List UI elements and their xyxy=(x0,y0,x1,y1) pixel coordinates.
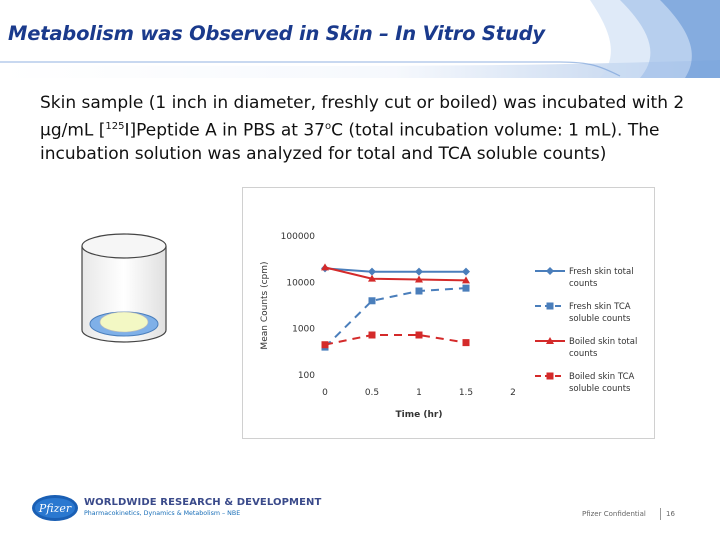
series-line-3 xyxy=(324,334,467,346)
footer-confidential: Pfizer Confidential xyxy=(582,510,646,518)
legend-label-0: Fresh skin total xyxy=(569,267,634,277)
data-point-series-2 xyxy=(321,263,329,271)
x-tick-label: 0 xyxy=(322,388,328,398)
legend-marker-0 xyxy=(546,267,554,275)
chart-frame: 100 1000 10000 100000 0 0.5 1 1.5 2 Time (hr) Mean… xyxy=(242,187,655,439)
legend-label-1: soluble counts xyxy=(569,314,631,324)
body-paragraph: Skin sample (1 inch in diameter, freshly… xyxy=(40,92,710,166)
slide-title: Metabolism was Observed in Skin – In Vit… xyxy=(8,22,545,45)
body-text-part2: I]Peptide A in PBS at 37 xyxy=(124,120,325,141)
x-tick-label: 0.5 xyxy=(365,388,379,398)
series-line-2 xyxy=(324,266,467,282)
legend-label-2: Boiled skin total xyxy=(569,337,637,347)
data-point-series-0 xyxy=(368,267,376,276)
data-point-series-2 xyxy=(462,276,470,284)
beaker-illustration xyxy=(78,232,170,356)
body-text-part3: C (total incubation volume: 1 mL). The i… xyxy=(40,120,660,164)
line-chart: 100 1000 10000 100000 0 0.5 1 1.5 2 Time (hr) Mean… xyxy=(260,232,637,420)
title-swoosh-decoration xyxy=(0,0,720,78)
legend-label-2: counts xyxy=(569,349,598,359)
data-point-series-0 xyxy=(462,267,470,276)
y-axis-title: Mean Counts (cpm) xyxy=(260,261,270,349)
data-point-series-3 xyxy=(321,341,329,349)
legend-label-3: Boiled skin TCA xyxy=(569,372,635,382)
y-tick-label: 100 xyxy=(298,371,315,381)
footer-company: WORLDWIDE RESEARCH & DEVELOPMENT xyxy=(84,497,322,508)
data-point-series-2 xyxy=(368,274,376,282)
legend-label-0: counts xyxy=(569,279,598,289)
title-bar: Metabolism was Observed in Skin – In Vit… xyxy=(0,0,720,78)
y-tick-label: 10000 xyxy=(286,278,315,288)
data-point-series-3 xyxy=(415,331,423,339)
data-point-series-2 xyxy=(415,275,423,283)
pfizer-logo: Pfizer xyxy=(30,492,80,528)
x-tick-label: 1 xyxy=(416,388,422,398)
footer-separator xyxy=(660,508,661,520)
series-line-0 xyxy=(324,267,466,273)
data-point-series-1 xyxy=(462,284,470,292)
data-point-series-3 xyxy=(368,331,376,339)
legend-label-3: soluble counts xyxy=(569,384,631,394)
x-tick-label: 1.5 xyxy=(459,388,473,398)
isotope-superscript: 125 xyxy=(105,121,125,132)
degree-superscript: o xyxy=(324,121,332,132)
legend-marker-3 xyxy=(546,372,554,380)
y-tick-label: 100000 xyxy=(281,232,316,242)
data-point-series-3 xyxy=(462,339,470,347)
data-point-series-0 xyxy=(415,267,423,276)
data-point-series-1 xyxy=(368,297,376,305)
legend-marker-1 xyxy=(546,302,554,310)
y-tick-label: 1000 xyxy=(292,325,315,335)
series-line-1 xyxy=(324,287,467,348)
body-text-part1: Skin sample (1 inch in diameter, freshly… xyxy=(40,93,685,141)
page-number: 16 xyxy=(666,510,675,518)
x-tick-label: 2 xyxy=(510,388,516,398)
svg-text:Pfizer: Pfizer xyxy=(38,502,72,515)
data-point-series-1 xyxy=(415,287,423,295)
footer-division: Pharmacokinetics, Dynamics & Metabolism … xyxy=(84,510,241,517)
legend-label-1: Fresh skin TCA xyxy=(569,302,631,312)
legend-marker-2 xyxy=(546,337,554,344)
x-axis-title: Time (hr) xyxy=(396,410,443,420)
